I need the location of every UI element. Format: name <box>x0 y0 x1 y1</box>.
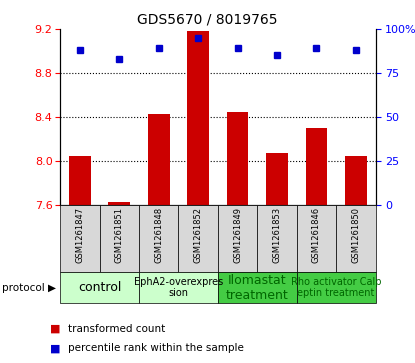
Text: GDS5670 / 8019765: GDS5670 / 8019765 <box>137 13 278 27</box>
Text: GSM1261851: GSM1261851 <box>115 207 124 263</box>
Text: GSM1261852: GSM1261852 <box>194 207 203 263</box>
Bar <box>305 128 327 205</box>
Text: ■: ■ <box>50 343 60 354</box>
Text: Rho activator Calp
eptin treatment: Rho activator Calp eptin treatment <box>291 277 381 298</box>
Text: GSM1261849: GSM1261849 <box>233 207 242 263</box>
Text: GSM1261848: GSM1261848 <box>154 207 163 263</box>
Text: control: control <box>78 281 121 294</box>
Text: Ilomastat
treatment: Ilomastat treatment <box>226 274 289 302</box>
Text: ■: ■ <box>50 323 60 334</box>
Text: GSM1261846: GSM1261846 <box>312 207 321 263</box>
Bar <box>148 114 170 205</box>
Bar <box>187 31 209 205</box>
Bar <box>69 156 91 205</box>
Text: GSM1261853: GSM1261853 <box>273 207 281 263</box>
Text: GSM1261847: GSM1261847 <box>76 207 84 263</box>
Bar <box>227 111 249 205</box>
Bar <box>266 154 288 205</box>
Text: EphA2-overexpres
sion: EphA2-overexpres sion <box>134 277 223 298</box>
Text: GSM1261850: GSM1261850 <box>352 207 360 263</box>
Text: transformed count: transformed count <box>68 323 166 334</box>
Bar <box>345 156 367 205</box>
Text: percentile rank within the sample: percentile rank within the sample <box>68 343 244 354</box>
Bar <box>108 202 130 205</box>
Text: protocol ▶: protocol ▶ <box>2 283 56 293</box>
